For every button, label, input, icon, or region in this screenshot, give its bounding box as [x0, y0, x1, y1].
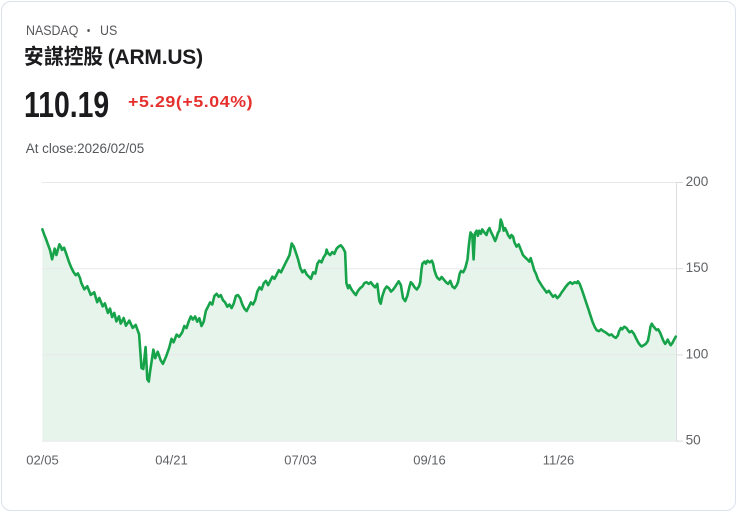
svg-text:11/26: 11/26	[543, 453, 575, 468]
svg-text:100: 100	[686, 346, 709, 361]
svg-text:50: 50	[686, 433, 702, 448]
svg-text:09/16: 09/16	[413, 453, 446, 468]
svg-text:200: 200	[686, 174, 709, 189]
svg-text:150: 150	[686, 260, 709, 275]
svg-text:04/21: 04/21	[155, 453, 188, 468]
svg-text:07/03: 07/03	[284, 453, 317, 468]
svg-text:02/05: 02/05	[26, 453, 59, 468]
